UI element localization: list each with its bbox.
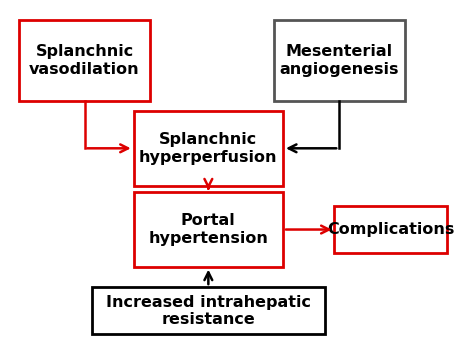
Bar [274,20,405,101]
Bar [19,20,150,101]
Text: Mesenterial
angiogenesis: Mesenterial angiogenesis [279,44,399,76]
Bar [134,111,283,185]
Text: Complications: Complications [327,222,454,237]
Text: Portal
hypertension: Portal hypertension [148,213,268,246]
Bar [335,206,447,253]
Text: Increased intrahepatic
resistance: Increased intrahepatic resistance [106,294,311,327]
Text: Splanchnic
hyperperfusion: Splanchnic hyperperfusion [139,132,278,164]
Bar [134,192,283,267]
Bar [91,287,325,334]
Text: Splanchnic
vasodilation: Splanchnic vasodilation [29,44,140,76]
